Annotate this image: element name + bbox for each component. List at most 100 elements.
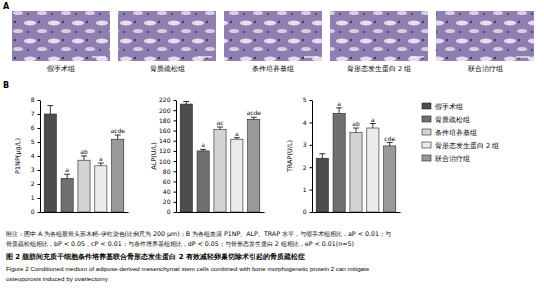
error-stem xyxy=(372,124,373,128)
y-tick-mark xyxy=(310,122,313,123)
y-tick-mark xyxy=(38,156,41,157)
y-tick-mark xyxy=(174,212,177,213)
legend-label: 联合治疗组 xyxy=(435,155,470,163)
y-tick-label: 1 xyxy=(303,186,307,193)
legend-item: 假手术组 xyxy=(422,103,463,111)
y-tick: 4 xyxy=(303,119,312,126)
y-tick-mark xyxy=(38,100,41,101)
significance-label: acde xyxy=(110,127,125,134)
caption-en: Figure 2 Conditioned medium of adipose-d… xyxy=(6,265,370,272)
figure: A假手术组骨质疏松组条件培养基组骨形态发生蛋白 2 组联合治疗组B0123456… xyxy=(0,0,544,300)
y-tick-mark xyxy=(174,100,177,101)
y-tick-label: 8 xyxy=(31,96,35,103)
bar xyxy=(367,128,379,212)
legend-swatch xyxy=(422,155,431,161)
x-axis xyxy=(177,212,265,213)
error-cap xyxy=(81,156,87,157)
error-stem xyxy=(117,135,118,139)
y-tick: 4 xyxy=(31,152,40,159)
image-label: 假手术组 xyxy=(47,65,75,73)
y-tick-mark xyxy=(174,141,177,142)
bar xyxy=(44,114,56,212)
panel-label: B xyxy=(3,81,9,90)
y-tick-label: 3 xyxy=(31,166,35,173)
y-tick: 100 xyxy=(159,158,176,165)
bar xyxy=(61,178,73,212)
legend-swatch xyxy=(422,103,431,109)
bar xyxy=(231,139,243,212)
y-tick: 160 xyxy=(159,127,176,134)
marks xyxy=(180,102,260,212)
y-tick-label: 0 xyxy=(31,208,35,215)
image-label: 骨质疏松组 xyxy=(150,65,185,73)
error-bar xyxy=(217,127,223,130)
y-tick-mark xyxy=(38,142,41,143)
histology-image xyxy=(330,11,428,61)
histology-image xyxy=(224,11,322,61)
y-tick: 2 xyxy=(31,180,40,187)
bar xyxy=(333,113,345,212)
y-tick-label: 140 xyxy=(159,137,171,144)
y-tick: 3 xyxy=(303,141,312,148)
legend-label: 骨质疏松组 xyxy=(435,116,470,124)
y-tick-mark xyxy=(310,100,313,101)
bar xyxy=(316,158,328,212)
y-tick-label: 0 xyxy=(303,208,307,215)
legend-item: 联合治疗组 xyxy=(422,155,470,163)
error-stem xyxy=(322,154,323,158)
y-tick: 5 xyxy=(303,96,312,103)
significance-label: a xyxy=(99,155,103,162)
y-tick-label: 6 xyxy=(31,124,35,131)
legend: 假手术组骨质疏松组条件培养基组骨形态发生蛋白 2 组联合治疗组 xyxy=(422,103,499,163)
bar xyxy=(112,139,124,212)
y-tick: 20 xyxy=(163,198,176,205)
y-tick-label: 3 xyxy=(303,141,307,148)
y-tick-label: 1 xyxy=(31,194,35,201)
y-tick: 8 xyxy=(31,96,40,103)
bar xyxy=(95,166,107,212)
y-tick: 220 xyxy=(159,96,176,103)
bar xyxy=(78,160,90,212)
chart: 012345TRAP(U/L)aabacde xyxy=(286,96,401,215)
bar xyxy=(214,130,226,212)
error-cap xyxy=(200,149,206,150)
scale-bar xyxy=(92,56,106,57)
error-bar xyxy=(353,128,359,132)
significance-label: ab xyxy=(352,120,360,127)
chart: 012345678P1NP(μg/L)aabaacde xyxy=(14,96,129,215)
legend-label: 条件培养基组 xyxy=(435,129,477,137)
y-tick-label: 2 xyxy=(303,164,307,171)
legend-swatch xyxy=(422,116,431,122)
significance-label: ac xyxy=(217,119,224,126)
scale-bar xyxy=(410,56,424,57)
y-tick: 0 xyxy=(167,208,176,215)
error-cap xyxy=(64,174,70,175)
error-stem xyxy=(339,108,340,114)
y-tick: 120 xyxy=(159,147,176,154)
y-tick-mark xyxy=(174,181,177,182)
y-tick-mark xyxy=(174,131,177,132)
legend-item: 骨形态发生蛋白 2 组 xyxy=(422,142,499,150)
legend-label: 假手术组 xyxy=(435,103,463,111)
y-tick-label: 80 xyxy=(163,168,171,175)
y-axis-title: P1NP(μg/L) xyxy=(14,138,22,174)
error-stem xyxy=(356,128,357,132)
y-tick-label: 4 xyxy=(31,152,35,159)
caption-en: osteoporosis induced by ovariectomy xyxy=(6,275,109,282)
error-bar xyxy=(336,108,342,114)
y-tick: 180 xyxy=(159,117,176,124)
y-tick-mark xyxy=(38,198,41,199)
y-tick: 40 xyxy=(163,188,176,195)
y-tick-mark xyxy=(38,114,41,115)
y-tick-label: 0 xyxy=(167,208,171,215)
error-bar xyxy=(387,143,393,146)
error-bar xyxy=(319,154,325,158)
marks xyxy=(316,108,396,212)
error-cap xyxy=(370,123,376,124)
legend-swatch xyxy=(422,129,431,135)
error-bar xyxy=(251,117,257,119)
y-tick-mark xyxy=(310,190,313,191)
marks xyxy=(44,106,124,212)
y-tick-mark xyxy=(174,120,177,121)
y-tick-mark xyxy=(310,167,313,168)
